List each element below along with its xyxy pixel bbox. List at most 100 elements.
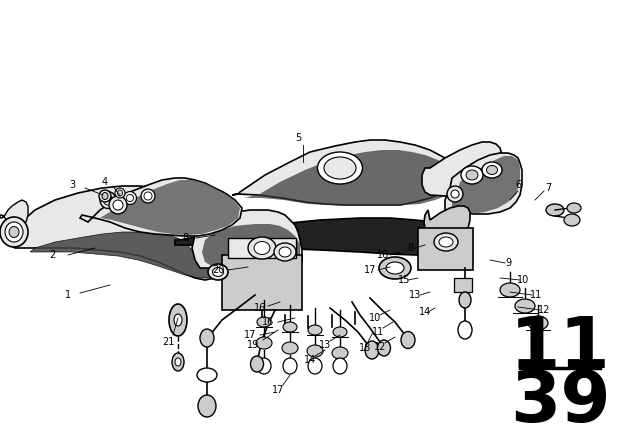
Ellipse shape	[333, 327, 347, 337]
Ellipse shape	[459, 292, 471, 308]
Ellipse shape	[447, 186, 463, 202]
Text: 10: 10	[517, 275, 529, 285]
Ellipse shape	[141, 189, 155, 203]
Ellipse shape	[257, 317, 271, 327]
Text: 4: 4	[102, 177, 108, 187]
Text: 8: 8	[182, 233, 188, 243]
Ellipse shape	[307, 345, 323, 357]
Ellipse shape	[175, 358, 181, 366]
Text: 11: 11	[530, 290, 542, 300]
Text: 5: 5	[295, 133, 301, 143]
Ellipse shape	[564, 214, 580, 226]
Ellipse shape	[113, 200, 123, 210]
Ellipse shape	[379, 257, 411, 279]
Text: 20: 20	[212, 265, 224, 275]
Polygon shape	[424, 206, 470, 240]
Ellipse shape	[169, 304, 187, 336]
Text: 21: 21	[162, 337, 174, 347]
Ellipse shape	[515, 299, 535, 313]
Ellipse shape	[256, 337, 272, 349]
Text: 15: 15	[398, 275, 410, 285]
Text: 14: 14	[419, 307, 431, 317]
Polygon shape	[232, 140, 460, 205]
Ellipse shape	[486, 165, 497, 175]
Ellipse shape	[124, 191, 136, 204]
Ellipse shape	[461, 166, 483, 184]
Ellipse shape	[198, 395, 216, 417]
Ellipse shape	[197, 368, 217, 382]
Polygon shape	[452, 156, 520, 214]
Ellipse shape	[254, 241, 270, 254]
Polygon shape	[202, 224, 300, 268]
Text: 16: 16	[377, 250, 389, 260]
Ellipse shape	[401, 332, 415, 349]
Ellipse shape	[458, 321, 472, 339]
Ellipse shape	[308, 358, 322, 374]
Ellipse shape	[212, 267, 223, 276]
Ellipse shape	[332, 347, 348, 359]
Ellipse shape	[546, 204, 564, 216]
Text: 18: 18	[359, 343, 371, 353]
Ellipse shape	[324, 157, 356, 179]
Text: 12: 12	[538, 305, 550, 315]
FancyBboxPatch shape	[418, 228, 473, 270]
Polygon shape	[0, 200, 28, 228]
Ellipse shape	[174, 314, 182, 326]
Ellipse shape	[100, 191, 116, 208]
Ellipse shape	[378, 340, 390, 356]
Ellipse shape	[439, 237, 453, 247]
Ellipse shape	[528, 316, 548, 330]
Ellipse shape	[0, 217, 28, 247]
Polygon shape	[422, 142, 502, 196]
Text: 17: 17	[244, 330, 256, 340]
Ellipse shape	[144, 192, 152, 200]
Text: 17: 17	[364, 265, 376, 275]
Ellipse shape	[5, 222, 23, 242]
Ellipse shape	[200, 329, 214, 347]
FancyBboxPatch shape	[222, 255, 302, 310]
Text: 1: 1	[65, 290, 71, 300]
Text: 39: 39	[509, 367, 611, 436]
Polygon shape	[30, 232, 225, 278]
Text: 2: 2	[49, 250, 55, 260]
Polygon shape	[5, 186, 225, 280]
Text: 11: 11	[509, 314, 611, 383]
Text: 6: 6	[515, 180, 521, 190]
Polygon shape	[192, 210, 302, 272]
Ellipse shape	[104, 195, 113, 205]
Text: 9: 9	[505, 258, 511, 268]
Ellipse shape	[333, 358, 347, 374]
Ellipse shape	[282, 342, 298, 354]
Text: 16: 16	[262, 317, 274, 327]
Ellipse shape	[308, 325, 322, 335]
Text: 8: 8	[407, 243, 413, 253]
Text: 16: 16	[254, 303, 266, 313]
Polygon shape	[80, 178, 242, 236]
Text: 17: 17	[272, 385, 284, 395]
Ellipse shape	[283, 322, 297, 332]
Ellipse shape	[172, 353, 184, 371]
Ellipse shape	[466, 170, 478, 180]
Polygon shape	[245, 150, 455, 206]
Polygon shape	[445, 153, 522, 214]
Text: 13: 13	[409, 290, 421, 300]
Ellipse shape	[208, 264, 228, 280]
Ellipse shape	[279, 247, 291, 257]
Text: 3: 3	[69, 180, 75, 190]
Ellipse shape	[482, 162, 502, 178]
Ellipse shape	[434, 233, 458, 251]
Ellipse shape	[257, 358, 271, 374]
Ellipse shape	[250, 356, 264, 372]
Text: 14: 14	[304, 355, 316, 365]
Text: 10: 10	[369, 313, 381, 323]
FancyBboxPatch shape	[454, 278, 472, 292]
Ellipse shape	[99, 190, 111, 202]
Ellipse shape	[127, 194, 134, 202]
Ellipse shape	[386, 262, 404, 274]
Ellipse shape	[118, 190, 122, 196]
Ellipse shape	[115, 188, 125, 198]
Ellipse shape	[109, 196, 127, 214]
Polygon shape	[100, 180, 240, 235]
Text: 11: 11	[372, 327, 384, 337]
Ellipse shape	[274, 243, 296, 261]
